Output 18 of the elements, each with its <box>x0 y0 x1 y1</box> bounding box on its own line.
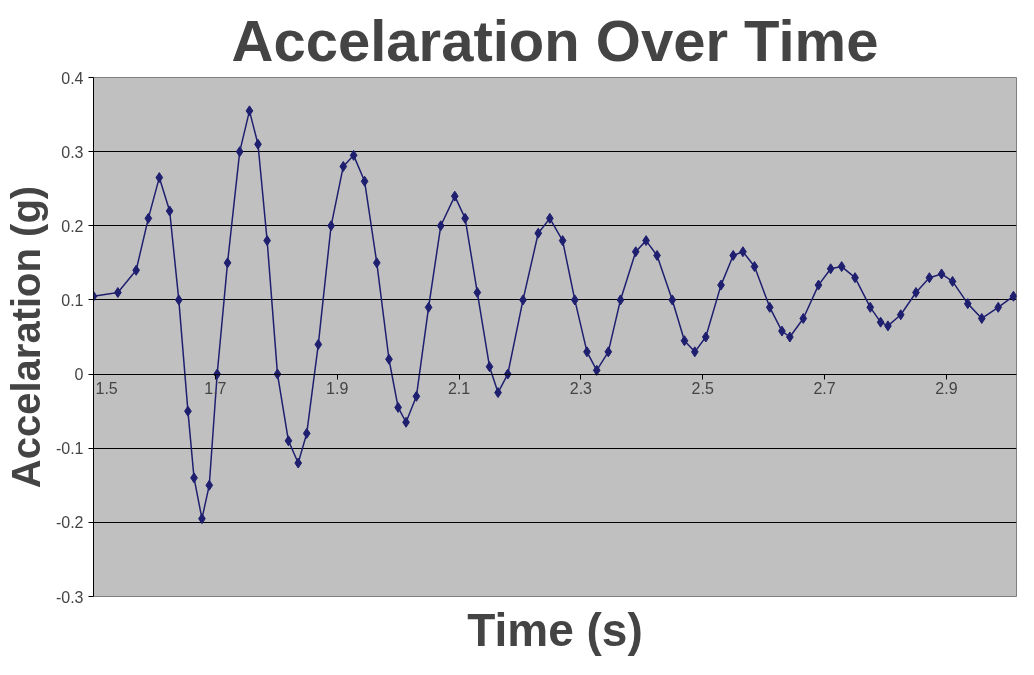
x-tick-label: 2.1 <box>447 380 471 398</box>
y-axis-title: Accelaration (g) <box>3 185 48 489</box>
x-tick-label: 1.5 <box>95 380 118 398</box>
y-tick-label: -0.1 <box>55 440 84 458</box>
y-tick-label: 0 <box>74 366 84 384</box>
y-tick-label: 0.2 <box>61 217 84 235</box>
x-tick-label: 1.9 <box>326 380 349 398</box>
x-axis-title: Time (s) <box>467 603 643 656</box>
x-tick-label: 2.7 <box>813 380 836 398</box>
chart-title: Accelaration Over Time <box>231 7 879 73</box>
x-tick-label: 2.5 <box>691 380 714 398</box>
y-tick-label: -0.3 <box>55 588 84 606</box>
y-tick-label: 0.1 <box>61 291 84 309</box>
x-tick-label: 2.9 <box>935 380 958 398</box>
y-tick-label: 0.3 <box>61 143 84 161</box>
y-tick-label: 0.4 <box>61 69 84 87</box>
x-tick-label: 2.3 <box>569 380 593 398</box>
y-tick-label: -0.2 <box>55 514 84 532</box>
